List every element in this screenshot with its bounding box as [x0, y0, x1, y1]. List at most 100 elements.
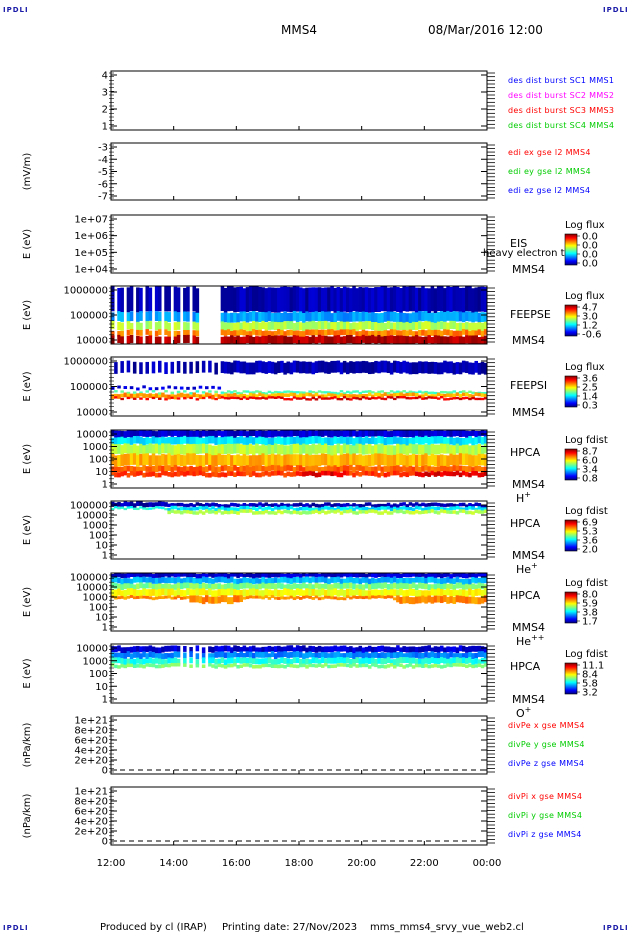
spectrum-cell	[289, 312, 294, 323]
spectrum-cell	[408, 313, 413, 324]
spectrum-cell	[449, 397, 453, 400]
spectrum-cell	[477, 362, 482, 375]
spectrum-cell	[211, 455, 215, 467]
spectrum-cell	[148, 651, 153, 658]
spectrum-cell	[430, 394, 435, 398]
spectrum-cell	[132, 391, 137, 394]
spectrum-cell	[217, 430, 222, 436]
spectrum-cell	[339, 329, 344, 336]
spectrum-cell	[270, 287, 275, 313]
spectrum-cell	[330, 573, 334, 579]
spectrum-cell	[148, 576, 153, 583]
spectrum-cell	[195, 574, 200, 579]
spectrum-cell	[148, 472, 153, 477]
spectrum-cell	[264, 454, 269, 467]
spectrum-cell	[189, 396, 193, 400]
spectrum-cell	[195, 578, 200, 585]
spectrum-cell	[320, 506, 325, 511]
spectrum-cell	[408, 437, 413, 446]
spectrum-cell	[255, 577, 259, 584]
spectrum-cell	[270, 453, 275, 466]
spectrum-cell	[292, 507, 297, 512]
spectrum-cell	[111, 331, 115, 337]
spectrum-cell	[333, 471, 337, 476]
spectrum-cell	[214, 362, 218, 375]
spectrum-cell	[411, 396, 416, 400]
spectrum-cell	[158, 583, 162, 590]
spectrum-cell	[383, 472, 388, 478]
colorbar-tick-label: 5.3	[582, 527, 598, 538]
spectrum-cell	[402, 596, 406, 604]
spectrum-cell	[458, 507, 463, 511]
spectrum-cell	[230, 510, 234, 514]
spectrum-cell	[371, 334, 375, 343]
y-tick-label: 1	[102, 623, 108, 634]
x-tick-label: 18:00	[285, 858, 314, 869]
spacecraft-label: MMS4	[512, 478, 545, 491]
spectrum-cell	[380, 322, 384, 331]
spectrum-cell	[446, 443, 450, 454]
spectrum-cell	[252, 455, 256, 467]
spectrum-cell	[233, 323, 237, 332]
spectrum-cell	[226, 453, 231, 466]
spectrum-cell	[186, 436, 190, 445]
spectrum-cell	[270, 471, 275, 476]
spectrum-cell	[424, 397, 428, 400]
spectrum-cell	[377, 334, 381, 344]
spectrum-cell	[305, 588, 309, 596]
spectrum-cell	[264, 651, 269, 658]
spectrum-cell	[399, 430, 403, 437]
spectrum-cell	[192, 286, 196, 312]
spectrum-cell	[443, 391, 447, 394]
spectrum-cell	[189, 510, 193, 515]
spectrum-cell	[308, 466, 312, 473]
spectrum-cell	[418, 437, 422, 445]
spectrum-cell	[346, 313, 350, 323]
spectrum-cell	[465, 578, 469, 585]
spectrum-cell	[286, 652, 290, 659]
spectrum-cell	[261, 392, 265, 395]
spectrum-cell	[126, 658, 131, 665]
spectrum-cell	[324, 397, 328, 400]
spectrum-cell	[126, 329, 131, 336]
spectrum-cell	[198, 437, 203, 446]
spectrum-cell	[427, 396, 431, 399]
spectrum-cell	[411, 392, 416, 397]
spectrum-cell	[167, 443, 171, 454]
spectrum-cell	[361, 647, 366, 654]
spectrum-cell	[258, 436, 262, 445]
spectrum-cell	[214, 651, 218, 658]
spectrum-cell	[324, 583, 328, 589]
colorbar	[564, 304, 578, 337]
spectrum-cell	[465, 658, 469, 664]
spectrum-cell	[446, 322, 450, 331]
spectrum-cell	[205, 577, 209, 583]
spectrum-cell	[405, 646, 410, 653]
spectrum-cell	[477, 651, 482, 658]
spectrum-cell	[440, 472, 444, 477]
spectrum-cell	[468, 652, 472, 659]
spectrum-cell	[377, 313, 381, 324]
spectrum-cell	[311, 573, 316, 577]
spectrum-cell	[280, 657, 284, 664]
spectrum-cell	[361, 573, 366, 578]
y-tick-label: 10000	[76, 430, 108, 441]
spectrum-cell	[346, 394, 350, 398]
spectrum-cell	[183, 466, 187, 472]
spectrum-cell	[377, 453, 381, 466]
spectrum-cell	[430, 588, 435, 596]
spectrum-cell	[239, 430, 243, 438]
spectrum-cell	[383, 445, 388, 456]
spectrum-cell	[449, 393, 453, 398]
spectrum-cell	[355, 596, 359, 599]
spectrum-cell	[286, 577, 290, 584]
spectrum-cell	[458, 362, 463, 375]
spectrum-cell	[399, 663, 403, 668]
y-tick-label: 8e+20	[74, 797, 108, 808]
spectrum-cell	[480, 646, 485, 653]
spectrum-cell	[186, 466, 190, 473]
spectrum-cell	[405, 361, 410, 374]
spectrum-cell	[358, 391, 363, 395]
spectrum-cell	[371, 652, 375, 659]
spectrum-cell	[424, 336, 428, 344]
